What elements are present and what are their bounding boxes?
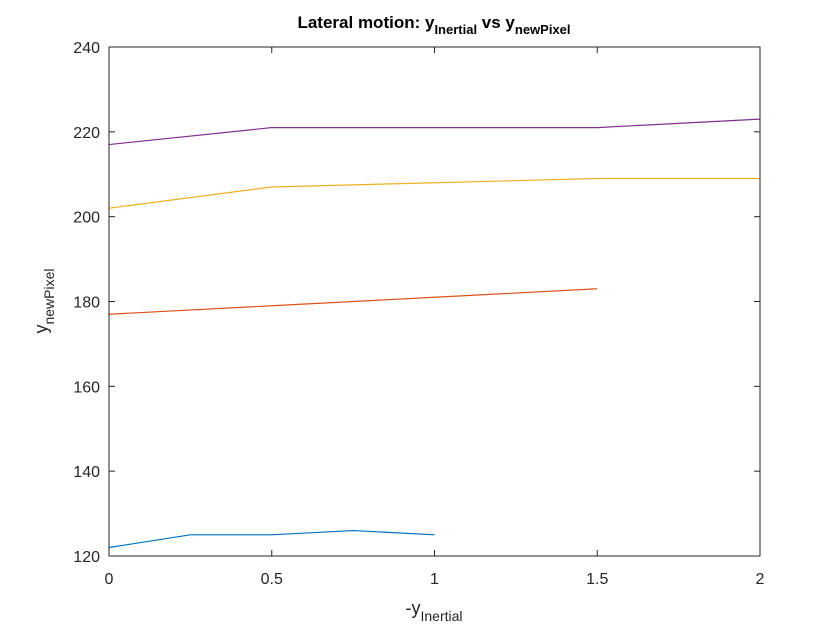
chart-title: Lateral motion: yInertial vs ynewPixel (297, 13, 570, 37)
y-axis-label-subscript: newPixel (41, 268, 57, 324)
y-tick-label: 180 (73, 295, 100, 312)
series-line-3 (108, 177, 760, 209)
x-tick-label: 0.5 (261, 571, 283, 588)
chart-title-middle: vs y (477, 13, 515, 32)
series-line-4 (108, 118, 761, 146)
x-tick-label: 2 (756, 571, 765, 588)
x-tick-label: 1.5 (586, 571, 608, 588)
x-axis-label-base: -y (405, 598, 420, 618)
chart-title-subscript-1: Inertial (434, 22, 477, 37)
y-axis-ticks: 120 140 160 180 200 220 240 (73, 40, 760, 566)
chart-title-prefix: Lateral motion: y (297, 13, 435, 32)
y-axis-label-base: y (31, 325, 51, 334)
x-axis-label-subscript: Inertial (420, 608, 462, 624)
x-axis-label: -yInertial (405, 598, 462, 624)
series-line-1 (108, 529, 435, 549)
y-tick-label: 120 (73, 549, 100, 566)
y-tick-label: 140 (73, 464, 100, 481)
y-tick-label: 200 (73, 210, 100, 227)
series-line-2 (108, 288, 598, 315)
x-tick-label: 0 (105, 571, 114, 588)
y-tick-label: 160 (73, 379, 100, 396)
y-tick-label: 240 (73, 40, 100, 57)
series-layer (108, 118, 761, 549)
x-tick-label: 1 (430, 571, 439, 588)
y-tick-label: 220 (73, 125, 100, 142)
chart-title-subscript-2: newPixel (515, 22, 571, 37)
x-axis-ticks: 0 0.5 1 1.5 2 (105, 47, 765, 588)
y-axis-label: ynewPixel (31, 268, 57, 333)
